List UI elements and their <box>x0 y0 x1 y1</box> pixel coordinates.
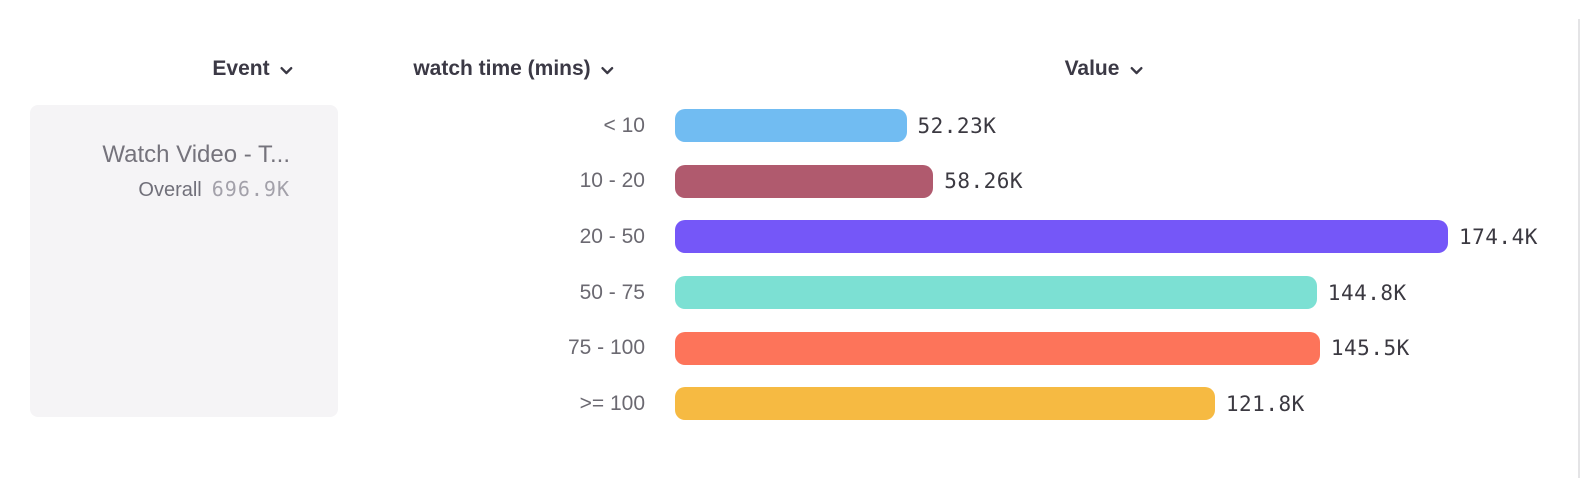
chart-row: 10 - 20 58.26K <box>0 154 1584 210</box>
bar-area: 58.26K <box>675 164 1024 198</box>
bar-area: 121.8K <box>675 387 1305 421</box>
chart-row: 50 - 75 144.8K <box>0 265 1584 321</box>
bar-10-20[interactable] <box>675 164 934 198</box>
value-label: 145.5K <box>1330 336 1410 361</box>
value-label: 174.4K <box>1459 224 1538 249</box>
category-label: 50 - 75 <box>579 280 645 304</box>
chart-row: 75 - 100 145.5K <box>0 320 1584 376</box>
category-label: 75 - 100 <box>567 336 645 360</box>
bar-50-75[interactable] <box>675 276 1317 310</box>
chevron-down-icon <box>280 57 294 83</box>
bar-area: 145.5K <box>675 331 1410 365</box>
category-label: < 10 <box>603 113 645 137</box>
bar-<10[interactable] <box>675 109 907 143</box>
chart-row: < 10 52.23K <box>0 98 1584 154</box>
overall-label: Overall <box>138 179 202 201</box>
bar-75-100[interactable] <box>675 331 1320 365</box>
bar->=100[interactable] <box>675 387 1215 421</box>
value-label: 58.26K <box>944 169 1024 194</box>
chevron-down-icon <box>1129 57 1143 83</box>
panel-divider <box>1578 19 1580 478</box>
value-label: 121.8K <box>1225 391 1305 416</box>
bar-chart: < 10 52.23K 10 - 20 58.26K 20 - 50 174.4… <box>0 98 1584 432</box>
chevron-down-icon <box>601 57 615 83</box>
column-header-event[interactable]: Event <box>212 54 293 83</box>
event-card[interactable]: Watch Video - T... Overall 696.9K <box>30 105 338 417</box>
column-header-value-label: Value <box>1064 56 1120 80</box>
chart-row: 20 - 50 174.4K <box>0 209 1584 265</box>
column-header-event-label: Event <box>212 56 270 80</box>
event-overall-row: Overall 696.9K <box>50 177 290 202</box>
chart-row: >= 100 121.8K <box>0 376 1584 432</box>
bar-area: 52.23K <box>675 109 997 143</box>
bar-20-50[interactable] <box>675 220 1448 254</box>
category-label: 20 - 50 <box>579 224 645 248</box>
column-header-value[interactable]: Value <box>1065 54 1144 83</box>
category-label: >= 100 <box>579 391 645 415</box>
bar-area: 174.4K <box>675 220 1538 254</box>
bar-area: 144.8K <box>675 276 1407 310</box>
value-label: 52.23K <box>917 113 997 138</box>
event-title: Watch Video - T... <box>102 141 290 168</box>
column-header-watch-time-label: watch time (mins) <box>413 56 591 80</box>
category-label: 10 - 20 <box>579 169 645 193</box>
value-label: 144.8K <box>1327 280 1407 305</box>
overall-value: 696.9K <box>211 177 290 201</box>
column-header-watch-time[interactable]: watch time (mins) <box>413 54 614 83</box>
